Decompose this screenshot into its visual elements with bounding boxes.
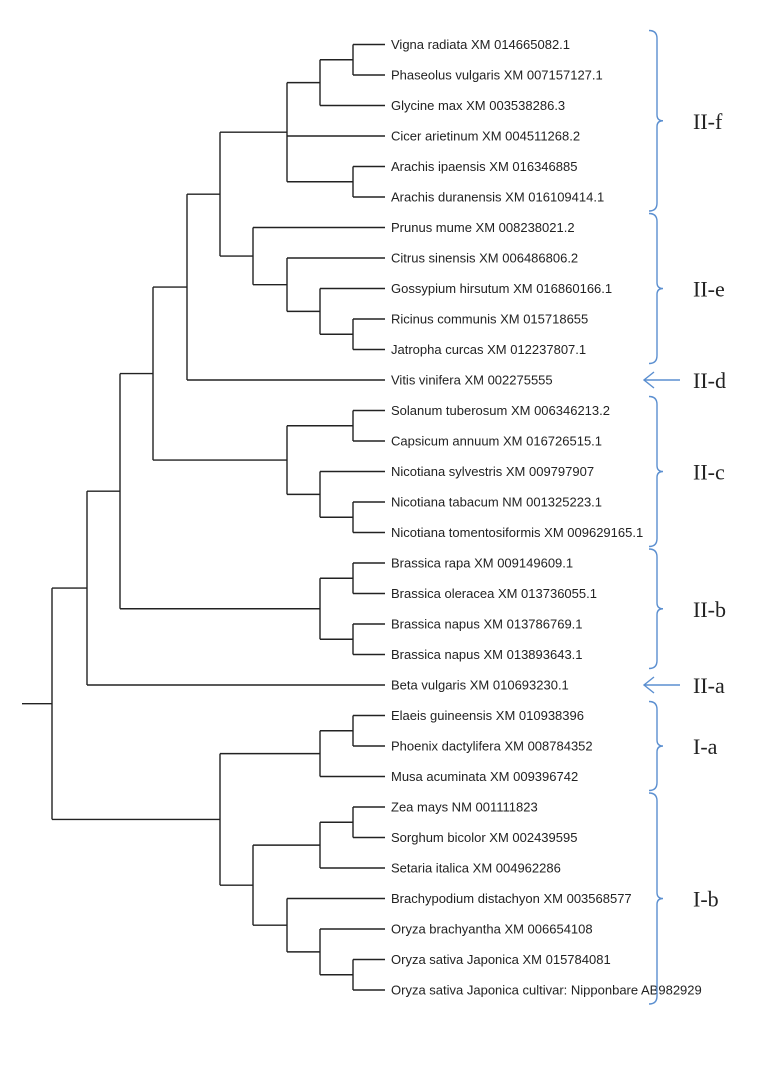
clade-label: II-f (693, 109, 723, 134)
clade-label: II-c (693, 460, 725, 485)
taxon-label: Zea mays NM 001111823 (391, 800, 538, 815)
taxon-label: Phaseolus vulgaris XM 007157127.1 (391, 68, 603, 83)
clade-brace (648, 212, 664, 365)
clade-brace (648, 548, 664, 670)
taxon-label: Prunus mume XM 008238021.2 (391, 220, 575, 235)
clade-label: II-b (693, 597, 726, 622)
taxon-label: Nicotiana sylvestris XM 009797907 (391, 464, 594, 479)
taxon-label: Beta vulgaris XM 010693230.1 (391, 678, 569, 693)
taxon-label: Brassica napus XM 013786769.1 (391, 617, 583, 632)
taxon-label: Brassica oleracea XM 013736055.1 (391, 586, 597, 601)
clade-label: II-d (693, 368, 726, 393)
taxon-label: Gossypium hirsutum XM 016860166.1 (391, 281, 612, 296)
taxon-label: Elaeis guineensis XM 010938396 (391, 708, 584, 723)
taxon-label: Capsicum annuum XM 016726515.1 (391, 434, 602, 449)
taxon-label: Citrus sinensis XM 006486806.2 (391, 251, 578, 266)
taxon-label: Jatropha curcas XM 012237807.1 (391, 342, 586, 357)
taxon-label: Vigna radiata XM 014665082.1 (391, 37, 570, 52)
taxon-label: Brachypodium distachyon XM 003568577 (391, 891, 632, 906)
taxon-label: Oryza sativa Japonica XM 015784081 (391, 952, 611, 967)
taxon-label: Musa acuminata XM 009396742 (391, 769, 578, 784)
clade-label: I-b (693, 887, 719, 912)
taxon-label: Sorghum bicolor XM 002439595 (391, 830, 577, 845)
clade-label: II-e (693, 277, 725, 302)
clade-arrow (642, 676, 680, 694)
taxon-label: Brassica napus XM 013893643.1 (391, 647, 583, 662)
clade-brace (648, 395, 664, 548)
taxon-label: Phoenix dactylifera XM 008784352 (391, 739, 593, 754)
clade-brace (648, 792, 664, 1005)
taxon-label: Arachis ipaensis XM 016346885 (391, 159, 577, 174)
taxon-label: Oryza brachyantha XM 006654108 (391, 922, 593, 937)
taxon-label: Setaria italica XM 004962286 (391, 861, 561, 876)
taxon-label: Vitis vinifera XM 002275555 (391, 373, 553, 388)
clade-label: II-a (693, 673, 725, 698)
taxon-label: Cicer arietinum XM 004511268.2 (391, 129, 580, 144)
clade-arrow (642, 371, 680, 389)
taxon-label: Arachis duranensis XM 016109414.1 (391, 190, 604, 205)
clade-brace (648, 700, 664, 792)
clade-brace (648, 29, 664, 212)
taxon-label: Nicotiana tomentosiformis XM 009629165.1 (391, 525, 643, 540)
clade-label: I-a (693, 734, 718, 759)
taxon-label: Ricinus communis XM 015718655 (391, 312, 588, 327)
taxon-label: Glycine max XM 003538286.3 (391, 98, 565, 113)
taxon-label: Oryza sativa Japonica cultivar: Nipponba… (391, 983, 702, 998)
taxon-label: Nicotiana tabacum NM 001325223.1 (391, 495, 602, 510)
taxon-label: Brassica rapa XM 009149609.1 (391, 556, 573, 571)
taxon-label: Solanum tuberosum XM 006346213.2 (391, 403, 610, 418)
